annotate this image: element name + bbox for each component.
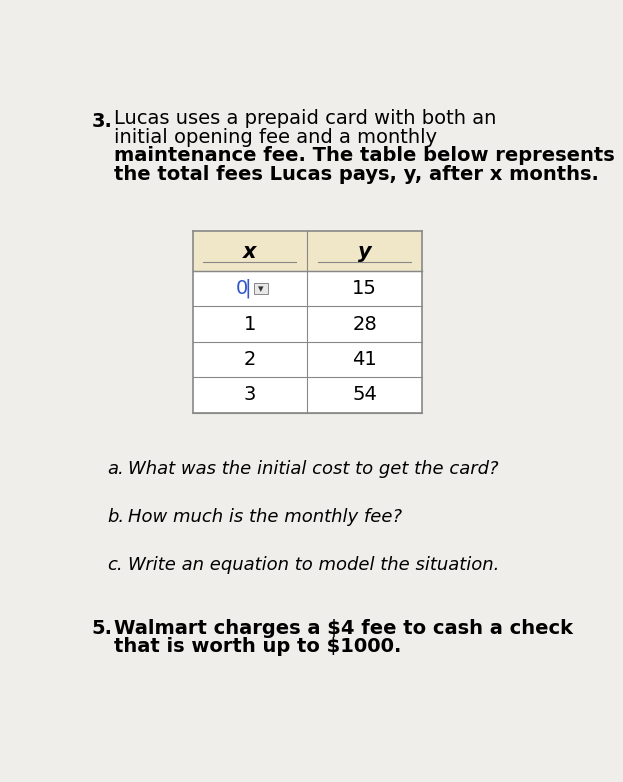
Text: How much is the monthly fee?: How much is the monthly fee?: [128, 508, 402, 526]
Bar: [193, 307, 422, 342]
Text: Lucas uses a prepaid card with both an: Lucas uses a prepaid card with both an: [113, 109, 496, 128]
Text: 5.: 5.: [92, 619, 113, 638]
Text: the total fees Lucas pays, y, after x months.: the total fees Lucas pays, y, after x mo…: [113, 165, 599, 184]
Text: 15: 15: [352, 279, 377, 298]
Text: 0: 0: [236, 279, 249, 298]
Text: |: |: [244, 279, 251, 299]
Bar: [193, 342, 422, 377]
Text: Write an equation to model the situation.: Write an equation to model the situation…: [128, 556, 500, 574]
Bar: [193, 271, 422, 307]
Text: maintenance fee. The table below represents: maintenance fee. The table below represe…: [113, 146, 614, 165]
Text: 3.: 3.: [92, 113, 113, 131]
Text: 41: 41: [352, 350, 377, 369]
Text: b.: b.: [107, 508, 125, 526]
Text: ▾: ▾: [258, 284, 264, 294]
Text: 54: 54: [352, 386, 377, 404]
Text: 1: 1: [244, 314, 256, 334]
Text: 28: 28: [352, 314, 377, 334]
Bar: [193, 377, 422, 413]
Text: a.: a.: [107, 461, 124, 479]
Text: initial opening fee and a monthly: initial opening fee and a monthly: [113, 127, 437, 147]
Text: What was the initial cost to get the card?: What was the initial cost to get the car…: [128, 461, 499, 479]
Bar: [193, 231, 422, 271]
Text: Walmart charges a $4 fee to cash a check: Walmart charges a $4 fee to cash a check: [113, 619, 573, 638]
Bar: [254, 283, 268, 294]
Text: 3: 3: [244, 386, 256, 404]
Text: 2: 2: [244, 350, 256, 369]
Text: x: x: [243, 242, 257, 262]
Text: y: y: [358, 242, 371, 262]
Text: that is worth up to $1000.: that is worth up to $1000.: [113, 637, 401, 656]
Text: c.: c.: [107, 556, 123, 574]
